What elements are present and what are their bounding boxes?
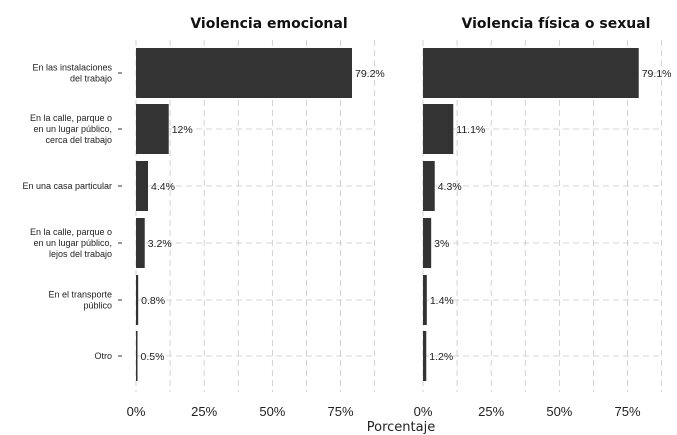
bar [136,218,145,268]
bar [423,104,454,154]
data-label: 3.2% [148,238,172,250]
x-tick-label: 50% [546,404,572,419]
data-label: 79.2% [355,68,385,80]
data-label: 11.1% [456,124,485,136]
data-label: 1.4% [430,295,454,307]
panel-1: Violencia emocional 79.2% 12% 4.4% 3.2% 0.8% 0… [127,16,385,419]
bar [136,104,169,154]
data-label: 0.5% [141,351,165,363]
x-tick-label: 75% [615,404,641,419]
category-label: En una casa particular [22,181,112,191]
data-label: 3% [434,238,449,250]
x-tick-label: 0% [127,404,146,419]
x-tick-label: 75% [328,404,354,419]
x-tick-label: 25% [191,404,217,419]
bar [423,48,639,98]
x-axis-title: Porcentaje [367,420,435,435]
panel-2: Violencia física o sexual 79.1% 11.1% 4.3% 3… [414,16,672,419]
category-label: En la calle, parque o en un lugar público… [30,113,112,145]
data-label: 79.1% [642,68,672,80]
bar [136,275,139,325]
bar [423,331,427,381]
x-tick-label: 50% [259,404,285,419]
category-label: En las instalaciones del trabajo [32,63,112,84]
data-label: 0.8% [141,295,165,307]
bar [423,161,435,211]
category-axis: En las instalaciones del trabajo En la cal… [22,63,122,361]
category-label: En el transporte público [48,290,112,311]
data-label: 12% [172,124,193,136]
bar [423,275,427,325]
bar [423,218,432,268]
data-label: 4.3% [438,181,462,193]
category-label: En la calle, parque o en un lugar público… [30,227,112,259]
bar [136,331,138,381]
category-label: Otro [94,351,112,361]
chart-panels: Violencia emocional 79.2% 12% 4.4% 3.2% 0.8% 0… [127,16,672,419]
panel-title: Violencia emocional [190,16,347,32]
data-label: 1.2% [429,351,453,363]
bar [136,161,148,211]
panel-title: Violencia física o sexual [462,16,651,32]
x-tick-label: 25% [478,404,504,419]
data-label: 4.4% [151,181,175,193]
bar [136,48,352,98]
x-tick-label: 0% [414,404,433,419]
